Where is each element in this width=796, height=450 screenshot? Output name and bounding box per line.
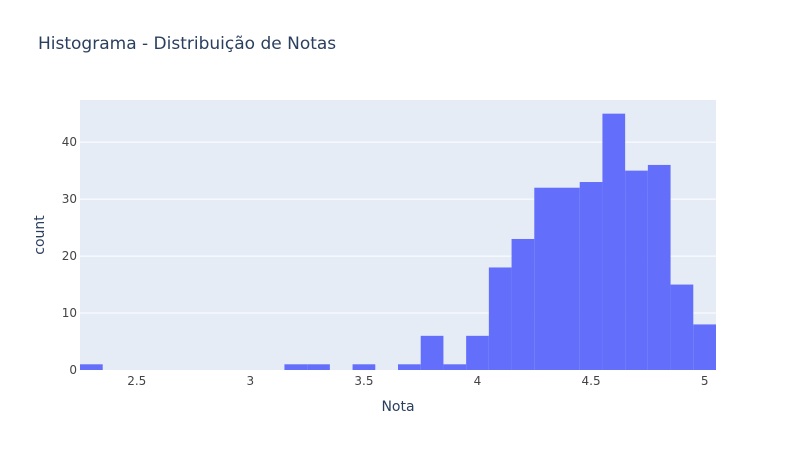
histogram-bar [625,170,648,370]
y-tick-label: 0 [69,363,77,377]
x-tick-label: 5 [701,374,709,388]
y-tick-label: 20 [62,249,77,263]
y-tick-label: 10 [62,306,77,320]
histogram-bar [420,335,444,370]
x-axis-label: Nota [381,399,414,415]
histogram-bar [398,364,421,370]
histogram-bar [466,335,489,370]
x-axis-ticks: 2.5 3 3.5 4 4.5 5 [127,374,708,388]
histogram-bars [80,113,716,370]
histogram-bar [80,364,103,370]
histogram-bar [693,324,716,370]
histogram-bar [557,187,580,370]
x-tick-label: 4.5 [582,374,601,388]
x-tick-label: 3 [247,374,255,388]
histogram-bar [534,187,557,370]
chart-title: Histograma - Distribuição de Notas [38,34,337,54]
y-tick-label: 40 [62,135,77,149]
histogram-bar [647,164,671,370]
x-tick-label: 3.5 [354,374,373,388]
histogram-bar [284,364,308,370]
y-tick-label: 30 [62,192,77,206]
x-tick-label: 2.5 [127,374,146,388]
histogram-bar [579,182,603,370]
histogram-bar [602,113,626,370]
x-tick-label: 4 [474,374,482,388]
y-axis-ticks: 0 10 20 30 40 [62,135,77,377]
histogram-bar [352,364,376,370]
histogram-bar [488,267,512,370]
histogram-bar [443,364,467,370]
histogram-bar [670,284,694,370]
y-axis-label: count [32,215,48,255]
histogram-bar [511,238,535,370]
histogram-bar [307,364,330,370]
